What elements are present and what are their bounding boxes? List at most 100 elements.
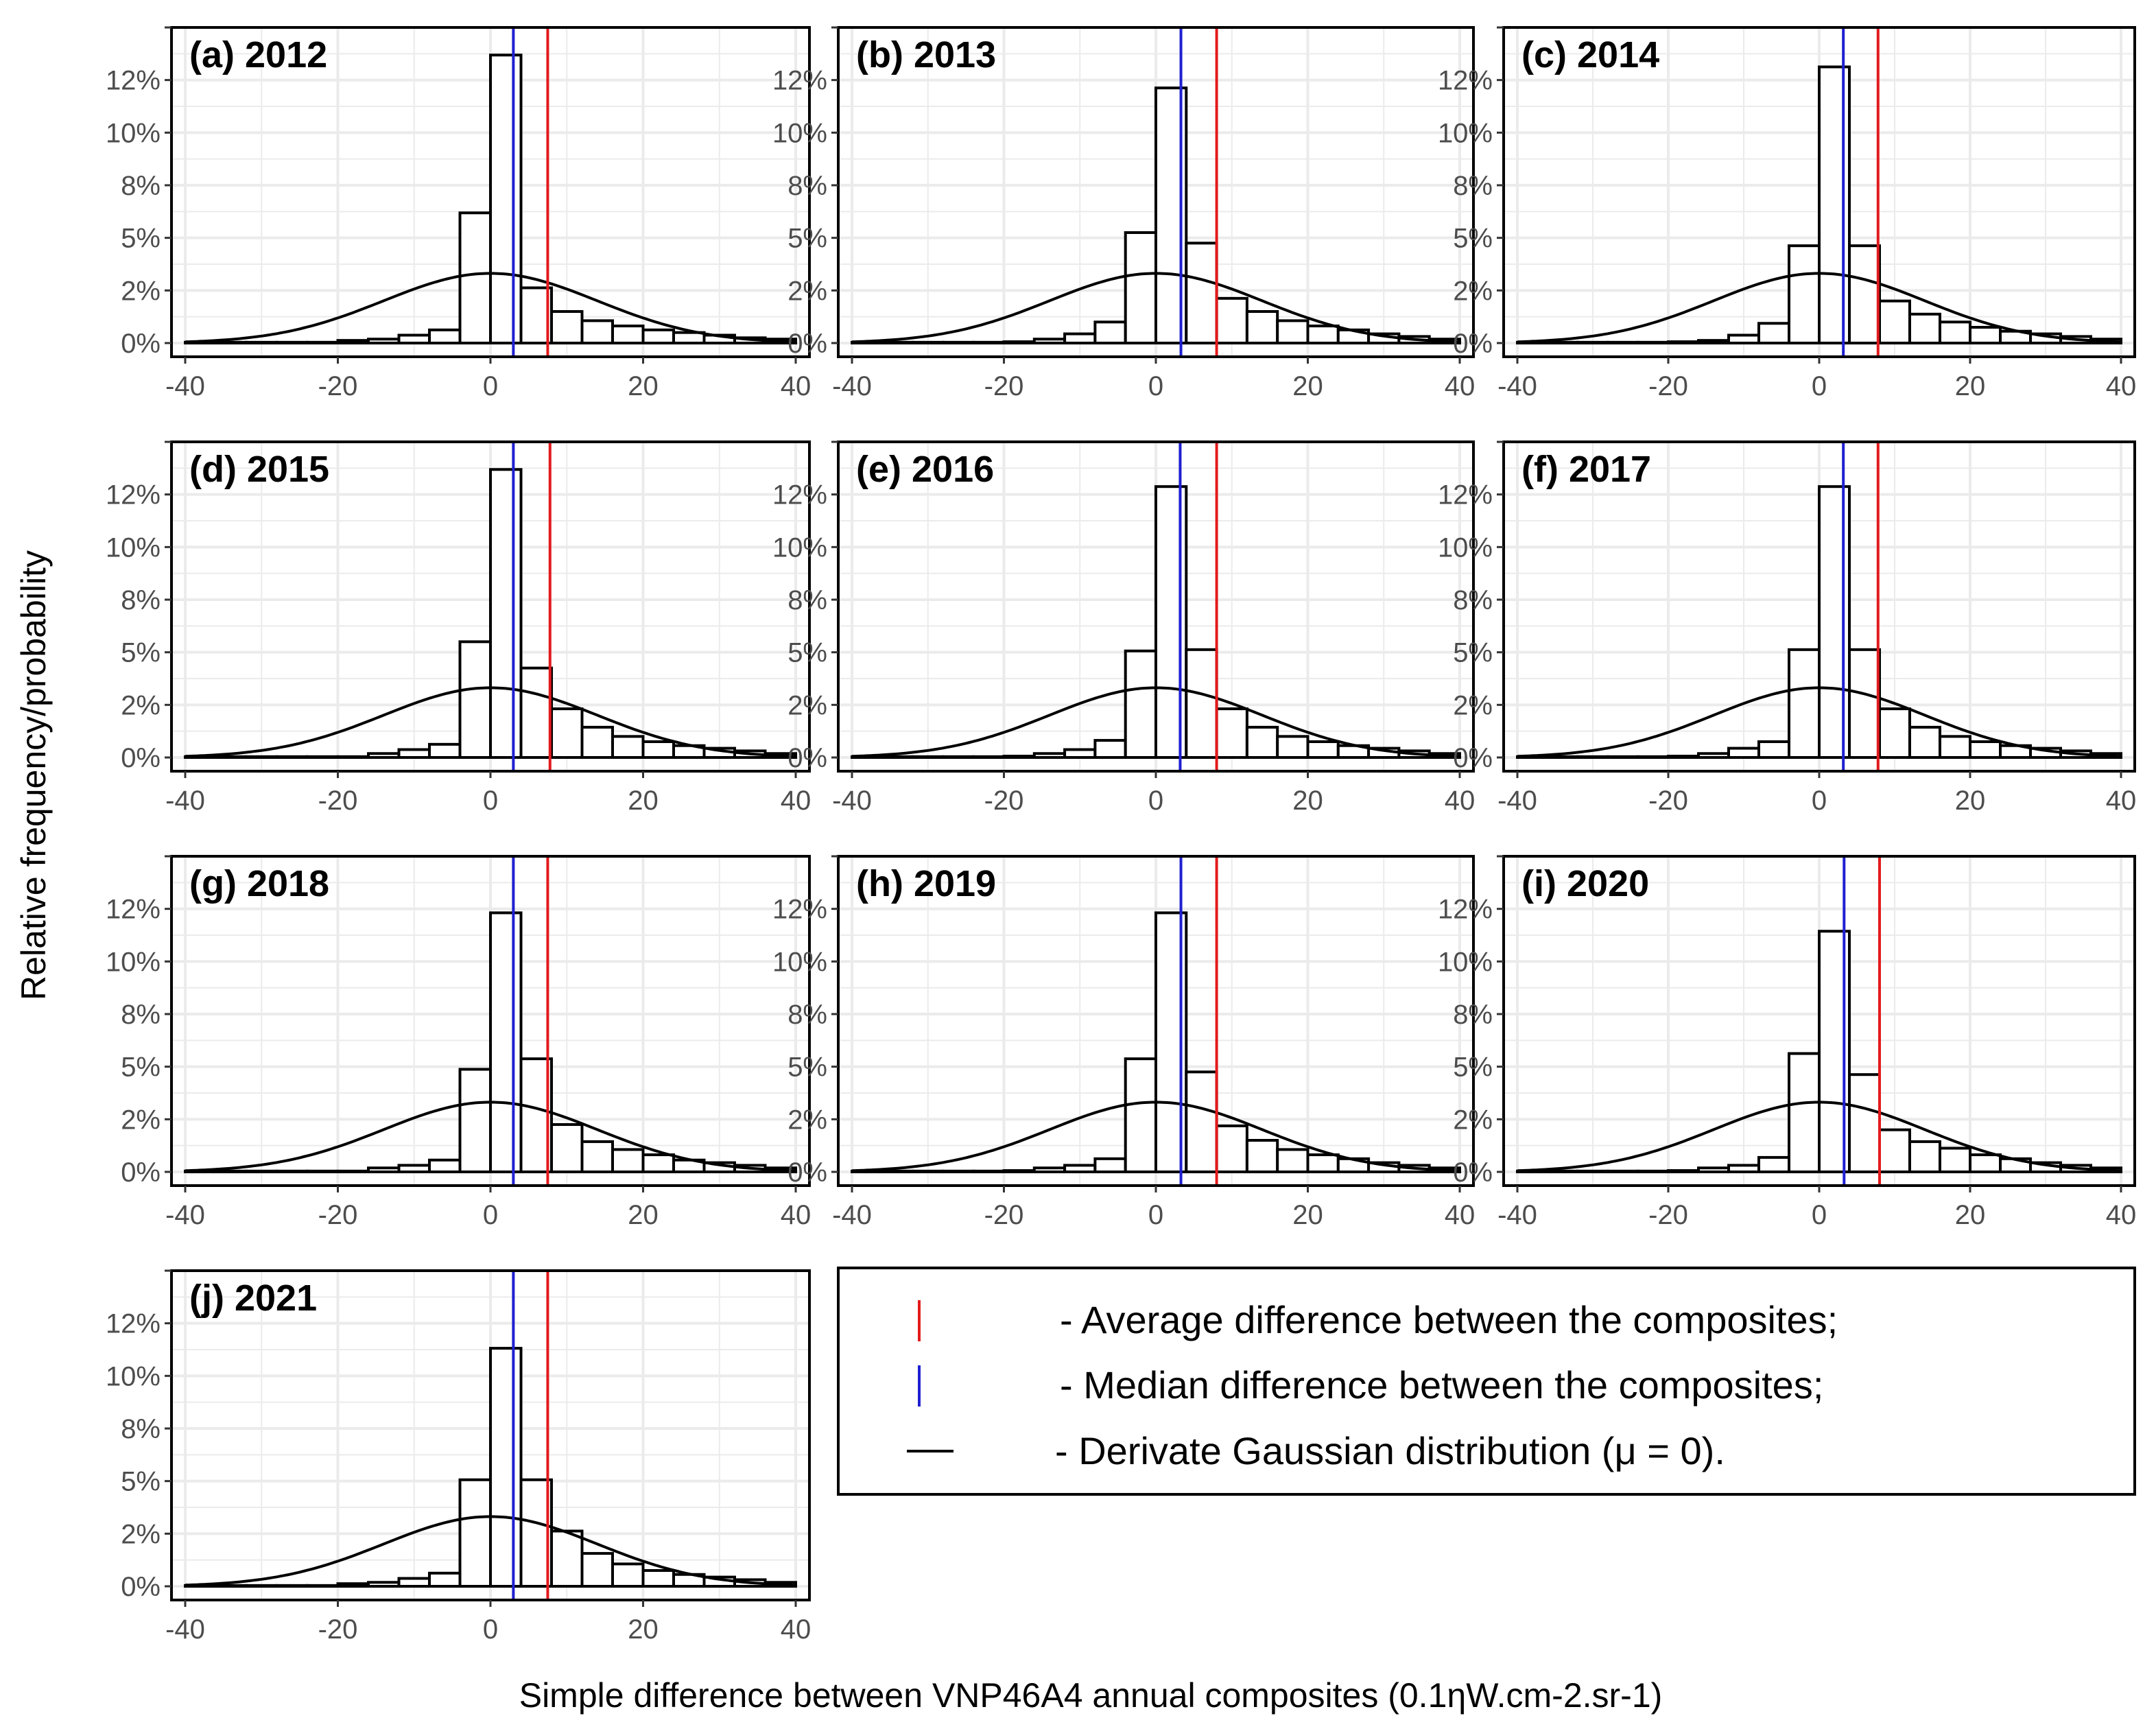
histogram-bar <box>1697 339 1730 344</box>
histogram-bar <box>519 666 553 760</box>
x-tick-label: 40 <box>2106 786 2137 816</box>
panel-title: (b) 2013 <box>856 34 996 75</box>
panel-3: (c) 2014 -40 -20 0 20 40 0% 2% 5% 8% 10% 12% <box>1438 26 2136 401</box>
x-tick-label: 0 <box>1812 371 1827 401</box>
histogram-bar <box>1818 65 1851 344</box>
x-tick-label: 20 <box>628 371 659 401</box>
histogram-bar <box>1607 1169 1639 1173</box>
y-tick-label: 0% <box>1453 1157 1493 1188</box>
histogram-bar <box>1306 740 1340 759</box>
x-tick-label: -40 <box>165 371 205 401</box>
histogram-bar <box>1757 322 1790 344</box>
histogram-bar <box>458 640 492 759</box>
histogram-bar <box>1727 1164 1760 1173</box>
histogram-bar <box>1667 340 1700 345</box>
panel-6: (f) 2017 -40 -20 0 20 40 0% 2% 5% 8% 10% 12% <box>1438 440 2137 816</box>
histogram-bar <box>1276 319 1310 344</box>
legend: - Average difference between the composi… <box>837 1267 2136 1496</box>
histogram-bar <box>1818 485 1851 760</box>
y-tick-label: 10% <box>772 532 827 563</box>
histogram-bar <box>1032 1166 1067 1173</box>
histogram-bar <box>214 340 248 345</box>
y-tick-label: 12% <box>1438 895 1493 925</box>
x-tick-label: 0 <box>483 371 498 401</box>
panel-8: (h) 2019 -40 -20 0 20 40 0% 2% 5% 8% 10% 12% <box>772 855 1476 1230</box>
y-tick-label: 0% <box>121 1157 161 1188</box>
histogram-bar <box>397 748 431 759</box>
legend-mean-text: - Average difference between the composi… <box>1060 1298 1838 1341</box>
histogram-bar <box>489 911 523 1173</box>
histogram-bar <box>1245 310 1279 344</box>
panel-title: (f) 2017 <box>1521 449 1651 490</box>
y-tick-label: 8% <box>787 171 827 201</box>
histogram-bar <box>1063 748 1097 759</box>
histogram-bar <box>1969 1153 2002 1174</box>
gaussian-curve <box>185 1101 796 1173</box>
gaussian-curve <box>851 272 1460 344</box>
y-tick-label: 0% <box>787 743 827 773</box>
y-tick-label: 5% <box>121 224 161 254</box>
y-tick-label: 10% <box>106 532 161 563</box>
histogram-bar <box>1878 1128 1911 1173</box>
y-tick-label: 8% <box>121 1000 161 1030</box>
histogram-bar <box>1002 755 1036 760</box>
histogram-bar <box>1154 485 1188 760</box>
y-tick-label: 2% <box>1453 690 1493 720</box>
y-tick-label: 5% <box>121 1052 161 1083</box>
histogram-bar <box>641 328 675 345</box>
x-tick-label: -20 <box>1648 371 1688 401</box>
histogram-bar <box>972 340 1006 345</box>
y-tick-label: 5% <box>1453 1052 1493 1083</box>
histogram-bar <box>1245 725 1279 759</box>
histogram-bar <box>275 340 309 345</box>
y-tick-label: 5% <box>787 1052 827 1083</box>
histogram-bar <box>1032 752 1067 759</box>
x-tick-label: -20 <box>318 786 358 816</box>
x-tick-label: 40 <box>781 371 812 401</box>
x-tick-label: 40 <box>2106 1200 2137 1230</box>
x-axis-title: Simple difference between VNP46A4 annual… <box>519 1676 1663 1715</box>
x-tick-label: 20 <box>628 1200 659 1230</box>
x-tick-label: 20 <box>1955 371 1986 401</box>
histogram-bar <box>489 1347 523 1588</box>
x-tick-label: -20 <box>318 1614 358 1645</box>
histogram-bar <box>911 1169 945 1173</box>
y-tick-label: 12% <box>772 480 827 510</box>
histogram-bar <box>458 211 492 344</box>
histogram-bar <box>1093 1157 1127 1174</box>
histogram-bar <box>1848 648 1881 759</box>
y-tick-label: 8% <box>121 585 161 615</box>
panel-1: (a) 2012 -40 -20 0 20 40 0% 2% 5% 8% 10% 12% <box>106 26 812 401</box>
panel-title: (h) 2019 <box>856 863 996 904</box>
histogram-bar <box>1124 649 1157 759</box>
histogram-bar <box>1245 1139 1279 1173</box>
histogram-bar <box>1697 752 1730 759</box>
x-tick-label: -20 <box>984 786 1024 816</box>
histogram-bar <box>1969 740 2002 759</box>
y-tick-label: 2% <box>1453 1105 1493 1135</box>
y-tick-label: 0% <box>787 329 827 359</box>
histogram-bar <box>1697 1166 1730 1173</box>
histogram-bar <box>428 742 462 760</box>
histogram-bar <box>428 1158 462 1173</box>
histogram-bar <box>1546 1169 1579 1173</box>
histogram-bar <box>1124 231 1157 344</box>
y-tick-label: 8% <box>1453 171 1493 201</box>
x-tick-label: -40 <box>832 1200 872 1230</box>
histogram-bar <box>1063 332 1097 345</box>
y-tick-label: 2% <box>121 1105 161 1135</box>
y-tick-label: 12% <box>1438 66 1493 96</box>
y-tick-label: 5% <box>1453 638 1493 668</box>
x-tick-label: -40 <box>165 1200 205 1230</box>
y-tick-label: 8% <box>121 171 161 201</box>
histogram-bar <box>367 1581 401 1588</box>
y-tick-label: 5% <box>1453 224 1493 254</box>
gaussian-curve <box>185 272 796 344</box>
histogram-bar <box>1788 1052 1821 1173</box>
x-tick-label: 40 <box>1445 1200 1476 1230</box>
y-tick-label: 12% <box>772 66 827 96</box>
y-tick-label: 2% <box>787 1105 827 1135</box>
panel-7: (g) 2018 -40 -20 0 20 40 0% 2% 5% 8% 10% 12% <box>106 855 811 1230</box>
x-tick-label: 20 <box>628 1614 659 1645</box>
